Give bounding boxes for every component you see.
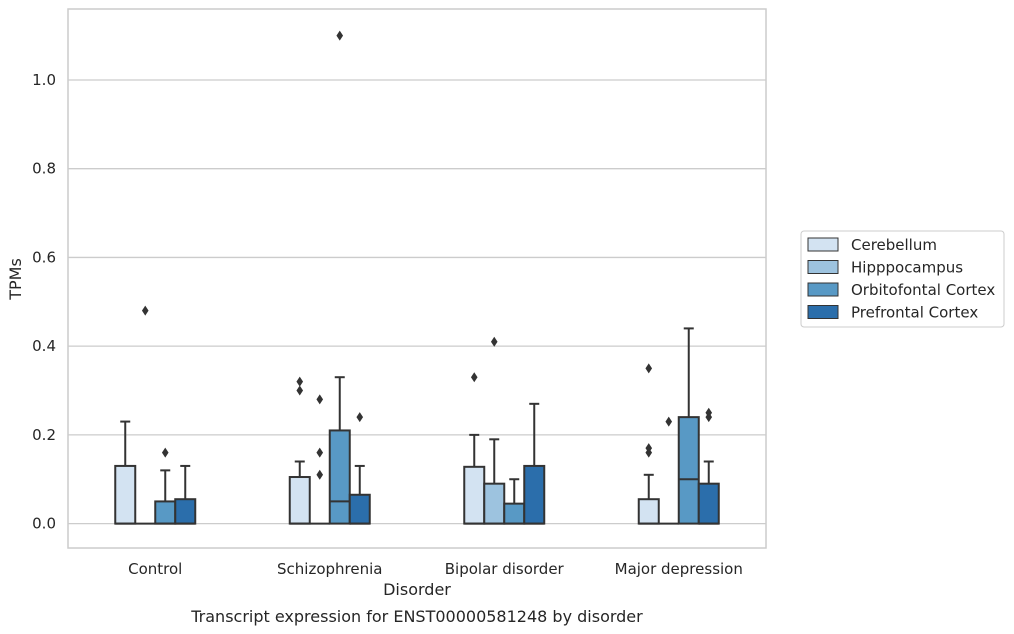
outlier-marker xyxy=(296,376,304,387)
legend-swatch xyxy=(807,305,839,319)
box-body xyxy=(174,498,197,525)
outlier-marker xyxy=(645,363,653,374)
box-body xyxy=(348,493,371,525)
x-tick-label: Control xyxy=(128,560,182,578)
box-body xyxy=(483,482,506,525)
box-group xyxy=(288,376,311,525)
box-group xyxy=(503,478,526,525)
box-body xyxy=(503,502,526,525)
outlier-marker xyxy=(161,447,169,458)
outlier-marker xyxy=(316,447,324,458)
box-body xyxy=(463,465,486,525)
x-tick-label: Bipolar disorder xyxy=(445,560,565,578)
y-tick-label: 1.0 xyxy=(32,71,56,89)
legend-swatch xyxy=(807,260,839,274)
outlier-marker xyxy=(316,469,324,480)
legend-label: Hipppocampus xyxy=(851,259,963,277)
box-group xyxy=(697,407,720,525)
y-tick-label: 0.4 xyxy=(32,337,56,355)
y-axis-label: TPMs xyxy=(6,258,25,301)
box-group xyxy=(463,372,486,525)
box-group xyxy=(309,394,330,525)
box-group xyxy=(677,327,700,525)
x-tick-label: Schizophrenia xyxy=(277,560,382,578)
series-cerebellum xyxy=(114,363,660,525)
y-tick-label: 0.2 xyxy=(32,426,56,444)
legend-swatch xyxy=(807,237,839,252)
outlier-marker xyxy=(296,385,304,396)
outlier-marker xyxy=(316,394,324,405)
outlier-marker xyxy=(336,30,344,41)
box-group xyxy=(348,412,371,525)
box-body xyxy=(288,476,311,525)
outlier-marker xyxy=(356,412,364,423)
legend-swatch xyxy=(807,282,839,297)
box-group xyxy=(174,464,197,525)
box-group xyxy=(328,30,351,525)
legend-label: Orbitofontal Cortex xyxy=(851,281,995,299)
box-group xyxy=(658,416,679,525)
legend-label: Prefrontal Cortex xyxy=(851,304,978,322)
box-body xyxy=(328,429,351,525)
y-gridlines xyxy=(68,79,766,525)
box-body xyxy=(677,416,700,525)
y-tick-label: 0.0 xyxy=(32,515,56,533)
x-axis-label: Disorder xyxy=(383,580,451,599)
outlier-marker xyxy=(141,305,149,316)
legend-frame xyxy=(800,230,1005,328)
outlier-marker xyxy=(470,372,478,383)
series-prefrontal-cortex xyxy=(174,402,720,525)
y-tick-labels: 0.0 0.2 0.4 0.6 0.8 1.0 xyxy=(32,71,56,533)
outlier-marker xyxy=(665,416,673,427)
x-tick-labels: Control Schizophrenia Bipolar disorder Majo… xyxy=(128,560,743,578)
legend: Cerebellum Hipppocampus Orbitofontal Corte… xyxy=(800,230,1005,328)
legend-label: Cerebellum xyxy=(851,236,937,254)
y-tick-label: 0.6 xyxy=(32,248,56,266)
box-body xyxy=(523,464,546,525)
box-group xyxy=(523,402,546,525)
box-group xyxy=(483,336,506,525)
series-hipppocampus xyxy=(135,305,679,525)
box-group xyxy=(637,363,660,525)
box-group xyxy=(135,305,156,525)
plot-frame xyxy=(67,8,767,549)
series-orbitofontal-cortex xyxy=(154,30,700,525)
box-body xyxy=(114,464,137,525)
outlier-marker xyxy=(645,443,653,454)
box-series xyxy=(114,30,720,525)
box-body xyxy=(697,482,720,525)
box-body xyxy=(154,500,177,525)
box-group xyxy=(114,420,137,525)
box-body xyxy=(637,498,660,525)
outlier-marker xyxy=(490,336,498,347)
outlier-marker xyxy=(705,407,713,418)
box-group xyxy=(154,447,177,525)
x-tick-label: Major depression xyxy=(615,560,743,578)
y-tick-label: 0.8 xyxy=(32,160,56,178)
chart-caption: Transcript expression for ENST0000058124… xyxy=(190,607,643,626)
